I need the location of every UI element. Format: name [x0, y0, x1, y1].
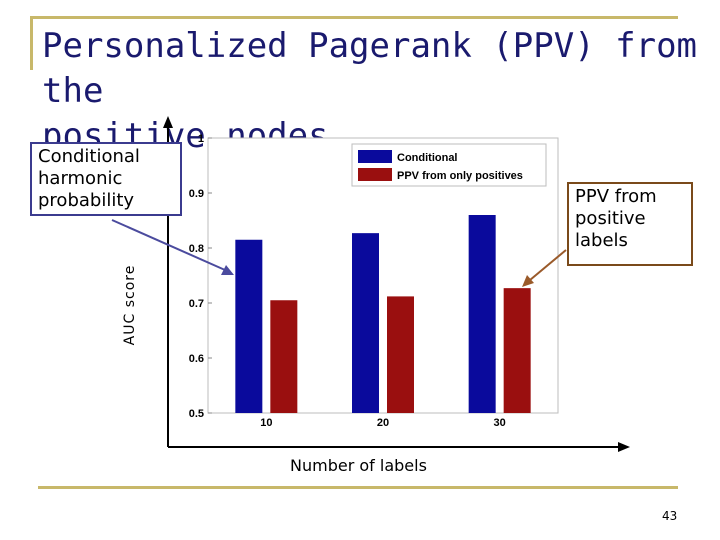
- bar-conditional-20: [352, 233, 379, 413]
- callout-conditional-line-1: Conditional: [38, 146, 140, 167]
- x-axis-arrowhead: [618, 442, 630, 452]
- y-axis-label: AUC score: [122, 264, 138, 346]
- footer-rule: [38, 486, 678, 489]
- callout-right-arrowhead: [522, 275, 534, 287]
- bar-ppv-30: [503, 288, 531, 413]
- bar-ppv-10: [270, 300, 298, 413]
- y-tick-label-0.7: 0.7: [189, 298, 204, 310]
- callout-left-arrowhead: [221, 265, 234, 275]
- bar-conditional-10: [235, 239, 263, 413]
- y-tick-label-0.5: 0.5: [189, 408, 204, 420]
- callout-ppv-line-1: PPV from: [575, 186, 657, 207]
- bar-ppv-20: [387, 296, 414, 413]
- callout-left-connector: [111, 219, 226, 271]
- title-left-rule: [30, 16, 33, 70]
- y-tick-label-1: 1: [198, 133, 204, 145]
- callout-conditional-line-3: probability: [38, 190, 135, 211]
- callout-conditional: Conditional harmonic probability: [30, 142, 182, 216]
- legend-swatch-ppv: [358, 168, 392, 181]
- y-tick-label-0.6: 0.6: [189, 353, 204, 365]
- slide-title: Personalized Pagerank (PPV) from the pos…: [42, 24, 702, 159]
- x-tick-label-10: 10: [260, 417, 272, 429]
- y-axis-arrowhead: [163, 116, 173, 128]
- legend-label-conditional: Conditional: [397, 152, 458, 164]
- callout-right-connector: [529, 249, 567, 281]
- callout-conditional-line-2: harmonic: [38, 168, 123, 189]
- y-tick-label-0.9: 0.9: [189, 188, 204, 200]
- bar-conditional-30: [468, 215, 496, 413]
- slide-title-line-1: Personalized Pagerank (PPV) from the: [42, 26, 698, 111]
- ticks-layer: 10 20 30 0.5 0.6 0.7 0.8 0.9 1: [189, 133, 506, 429]
- legend-label-ppv: PPV from only positives: [397, 170, 523, 182]
- x-tick-label-20: 20: [377, 417, 389, 429]
- callout-ppv-line-2: positive: [575, 208, 646, 229]
- callout-ppv: PPV from positive labels: [567, 182, 693, 266]
- page-number: 43: [662, 509, 678, 523]
- callout-connectors: [111, 219, 567, 287]
- x-tick-label-30: 30: [494, 417, 506, 429]
- legend-swatch-conditional: [358, 150, 392, 163]
- callout-ppv-line-3: labels: [575, 230, 628, 251]
- title-top-rule: [30, 16, 678, 19]
- x-axis-label: Number of labels: [290, 456, 427, 475]
- y-tick-label-0.8: 0.8: [189, 243, 204, 255]
- bars-layer: [235, 215, 531, 413]
- chart-legend: Conditional PPV from only positives: [351, 143, 547, 187]
